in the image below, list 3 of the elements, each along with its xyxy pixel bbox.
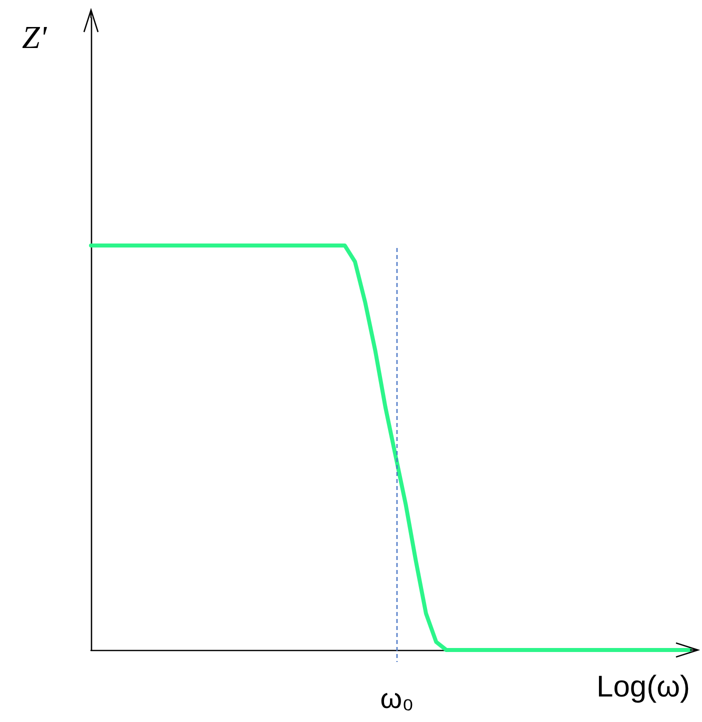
x-axis-title: Log(ω) <box>596 670 690 704</box>
text: ω₀ <box>380 683 414 714</box>
text: Z' <box>22 19 48 55</box>
